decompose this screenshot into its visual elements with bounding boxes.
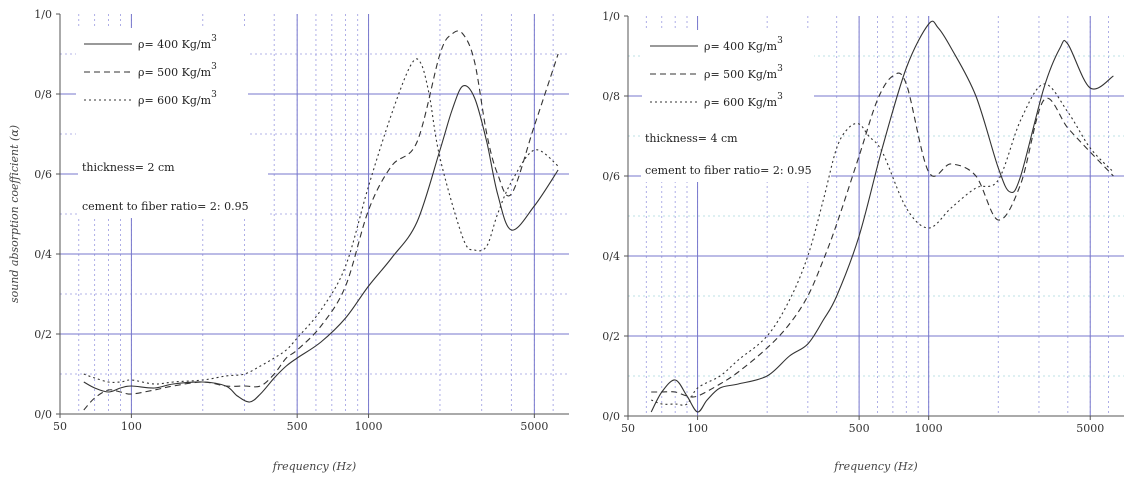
y-tick-label: 0/2: [34, 328, 52, 341]
x-tick-label: 5000: [1076, 422, 1104, 435]
series-line-dashed: [651, 72, 1114, 398]
legend-label-sup: 3: [211, 34, 217, 44]
y-tick-label: 0/6: [602, 170, 620, 183]
legend-label-sup: 3: [211, 62, 217, 72]
x-axis-title: frequency (Hz): [272, 460, 356, 473]
x-tick-label: 1000: [355, 420, 383, 433]
legend-label-sup: 3: [777, 92, 783, 102]
y-tick-label: 1/0: [602, 10, 620, 23]
series-line-dashed: [83, 30, 559, 411]
annotations: thickness= 4 cm cement to fiber ratio= 2:…: [641, 128, 831, 182]
x-axis-title: frequency (Hz): [833, 460, 917, 473]
series-line-solid: [650, 20, 1114, 413]
y-tick-label: 1/0: [34, 8, 52, 21]
chart-panel-1: 0/0 0/2 0/4 0/6 0/8 1/0 50 100 500 1000 5000 freque…: [8, 8, 569, 473]
series-line-dotted: [650, 83, 1114, 406]
annotations: thickness= 2 cm cement to fiber ratio= 2:…: [78, 157, 268, 218]
legend-label: ρ= 500 Kg/m3: [138, 62, 217, 79]
y-tick-label: 0/8: [34, 88, 52, 101]
series-line-solid: [83, 85, 559, 403]
chart-panel-2: 0/0 0/2 0/4 0/6 0/8 1/0 50 100 500 1000 5000 freque…: [602, 10, 1124, 473]
annotation-text: thickness= 2 cm: [82, 161, 175, 174]
legend-label-sup: 3: [777, 36, 783, 46]
x-tick-label: 50: [621, 422, 635, 435]
y-tick-label: 0/4: [34, 248, 52, 261]
annotation-text: thickness= 4 cm: [645, 132, 738, 145]
legend-label: ρ= 600 Kg/m3: [138, 90, 217, 107]
y-tick-label: 0/4: [602, 250, 620, 263]
y-tick-label: 0/0: [602, 410, 620, 423]
annotation-text: cement to fiber ratio= 2: 0.95: [82, 200, 249, 213]
series-line-dotted: [83, 58, 559, 385]
x-tick-label: 500: [287, 420, 308, 433]
legend-label-sup: 3: [211, 90, 217, 100]
legend: ρ= 400 Kg/m3 ρ= 500 Kg/m3 ρ= 600 Kg/m3: [76, 28, 248, 168]
annotation-text: cement to fiber ratio= 2: 0.95: [645, 164, 812, 177]
legend-label: ρ= 400 Kg/m3: [704, 36, 783, 53]
annotation-box: [78, 157, 268, 218]
y-axis-title: sound absorption coefficient (α): [8, 125, 21, 303]
annotation-box: [641, 128, 831, 182]
x-tick-label: 5000: [520, 420, 548, 433]
y-tick-label: 0/8: [602, 90, 620, 103]
x-tick-label: 100: [687, 422, 708, 435]
legend-box: [76, 28, 248, 168]
x-tick-label: 500: [849, 422, 870, 435]
legend-label: ρ= 400 Kg/m3: [138, 34, 217, 51]
legend-label: ρ= 500 Kg/m3: [704, 64, 783, 81]
x-tick-label: 50: [53, 420, 67, 433]
x-tick-label: 1000: [915, 422, 943, 435]
legend-label-sup: 3: [777, 64, 783, 74]
legend-label: ρ= 600 Kg/m3: [704, 92, 783, 109]
x-tick-label: 100: [121, 420, 142, 433]
grid: [60, 14, 569, 414]
y-tick-label: 0/6: [34, 168, 52, 181]
y-tick-label: 0/2: [602, 330, 620, 343]
y-tick-label: 0/0: [34, 408, 52, 421]
